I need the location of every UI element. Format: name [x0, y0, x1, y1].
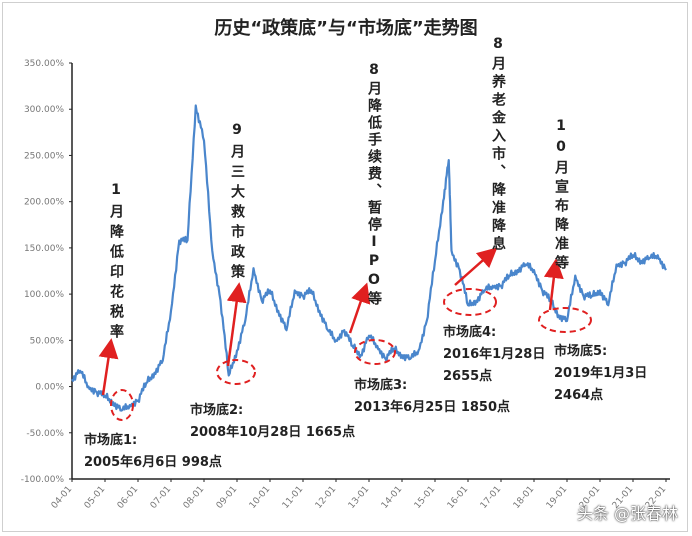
x-tick-label: 19-01 — [545, 485, 569, 511]
series-line — [71, 104, 667, 412]
y-tick-label: 350.00% — [24, 59, 64, 69]
x-tick-label: 14-01 — [380, 485, 404, 511]
bottom-detail-3: 2013年6月25日 1850点 — [354, 400, 511, 415]
x-tick-label: 18-01 — [512, 485, 536, 511]
bottom-detail-4: 2016年1月28日 — [443, 347, 546, 362]
bottom-label-1: 市场底1: 2005年6月6日 998点 — [84, 430, 222, 474]
market-bottom-ellipse-4 — [443, 288, 497, 316]
bottom-detail-5: 2019年1月3日 — [554, 366, 648, 381]
policy-arrow-5 — [543, 258, 564, 311]
bottom-label-4: 市场底4: 2016年1月28日 2655点 — [443, 322, 545, 388]
market-bottom-ellipse-1 — [110, 389, 134, 421]
policy-label-1: 1月降低印花税率 — [108, 182, 124, 344]
x-tick-label: 07-01 — [149, 485, 173, 511]
y-tick-label: 250.00% — [24, 151, 64, 161]
x-tick-label: 15-01 — [413, 485, 437, 511]
watermark: 头条 @张春林 — [576, 504, 678, 523]
bottom-label-3: 市场底3: 2013年6月25日 1850点 — [354, 375, 510, 419]
bottom-points-5: 2464点 — [554, 388, 604, 403]
x-tick-label: 17-01 — [479, 485, 503, 511]
y-tick-label: 100.00% — [24, 290, 64, 300]
x-tick-label: 08-01 — [182, 485, 206, 511]
bottom-label-2: 市场底2: 2008年10月28日 1665点 — [190, 400, 355, 444]
y-tick-label: 0.00% — [35, 383, 64, 393]
bottom-detail-1: 2005年6月6日 998点 — [84, 455, 222, 470]
x-tick-label: 16-01 — [446, 485, 470, 511]
policy-label-4: 8月养老金入市、降准降息 — [490, 36, 506, 254]
x-tick-label: 12-01 — [314, 485, 338, 511]
bottom-title-4: 市场底4: — [443, 325, 497, 340]
policy-arrow-4 — [454, 247, 498, 286]
y-tick-label: -100.00% — [21, 475, 65, 485]
x-tick-label: 06-01 — [116, 485, 140, 511]
market-bottom-ellipse-3 — [354, 339, 396, 365]
policy-label-3: 8月降低手续费、暂停IPO等 — [366, 62, 382, 308]
bottom-title-3: 市场底3: — [354, 378, 408, 393]
policy-arrow-2 — [226, 282, 247, 367]
market-bottom-ellipse-5 — [538, 307, 592, 333]
bottom-title-2: 市场底2: — [190, 403, 244, 418]
y-tick-label: -50.00% — [26, 429, 64, 439]
policy-label-2: 9月三大救市政策 — [229, 122, 245, 284]
bottom-title-1: 市场底1: — [84, 433, 138, 448]
y-tick-label: 150.00% — [24, 244, 64, 254]
y-tick-label: 300.00% — [24, 105, 64, 115]
bottom-title-5: 市场底5: — [554, 344, 608, 359]
policy-arrow-1 — [98, 338, 119, 396]
bottom-label-5: 市场底5: 2019年1月3日 2464点 — [554, 341, 647, 407]
x-tick-label: 05-01 — [83, 485, 107, 511]
x-tick-label: 09-01 — [215, 485, 239, 511]
bottom-detail-2: 2008年10月28日 1665点 — [190, 425, 356, 440]
policy-arrow-3 — [348, 282, 371, 334]
bottom-points-4: 2655点 — [443, 369, 493, 384]
y-tick-label: 50.00% — [30, 336, 65, 346]
x-tick-label: 04-01 — [50, 485, 74, 511]
y-tick-label: 200.00% — [24, 198, 64, 208]
x-tick-label: 13-01 — [347, 485, 371, 511]
policy-label-5: 10月宣布降准等 — [553, 118, 569, 274]
chart-title: 历史“政策底”与“市场底”走势图 — [214, 18, 478, 39]
market-bottom-ellipse-2 — [216, 359, 256, 385]
x-tick-label: 10-01 — [248, 485, 272, 511]
x-tick-label: 11-01 — [281, 485, 305, 511]
